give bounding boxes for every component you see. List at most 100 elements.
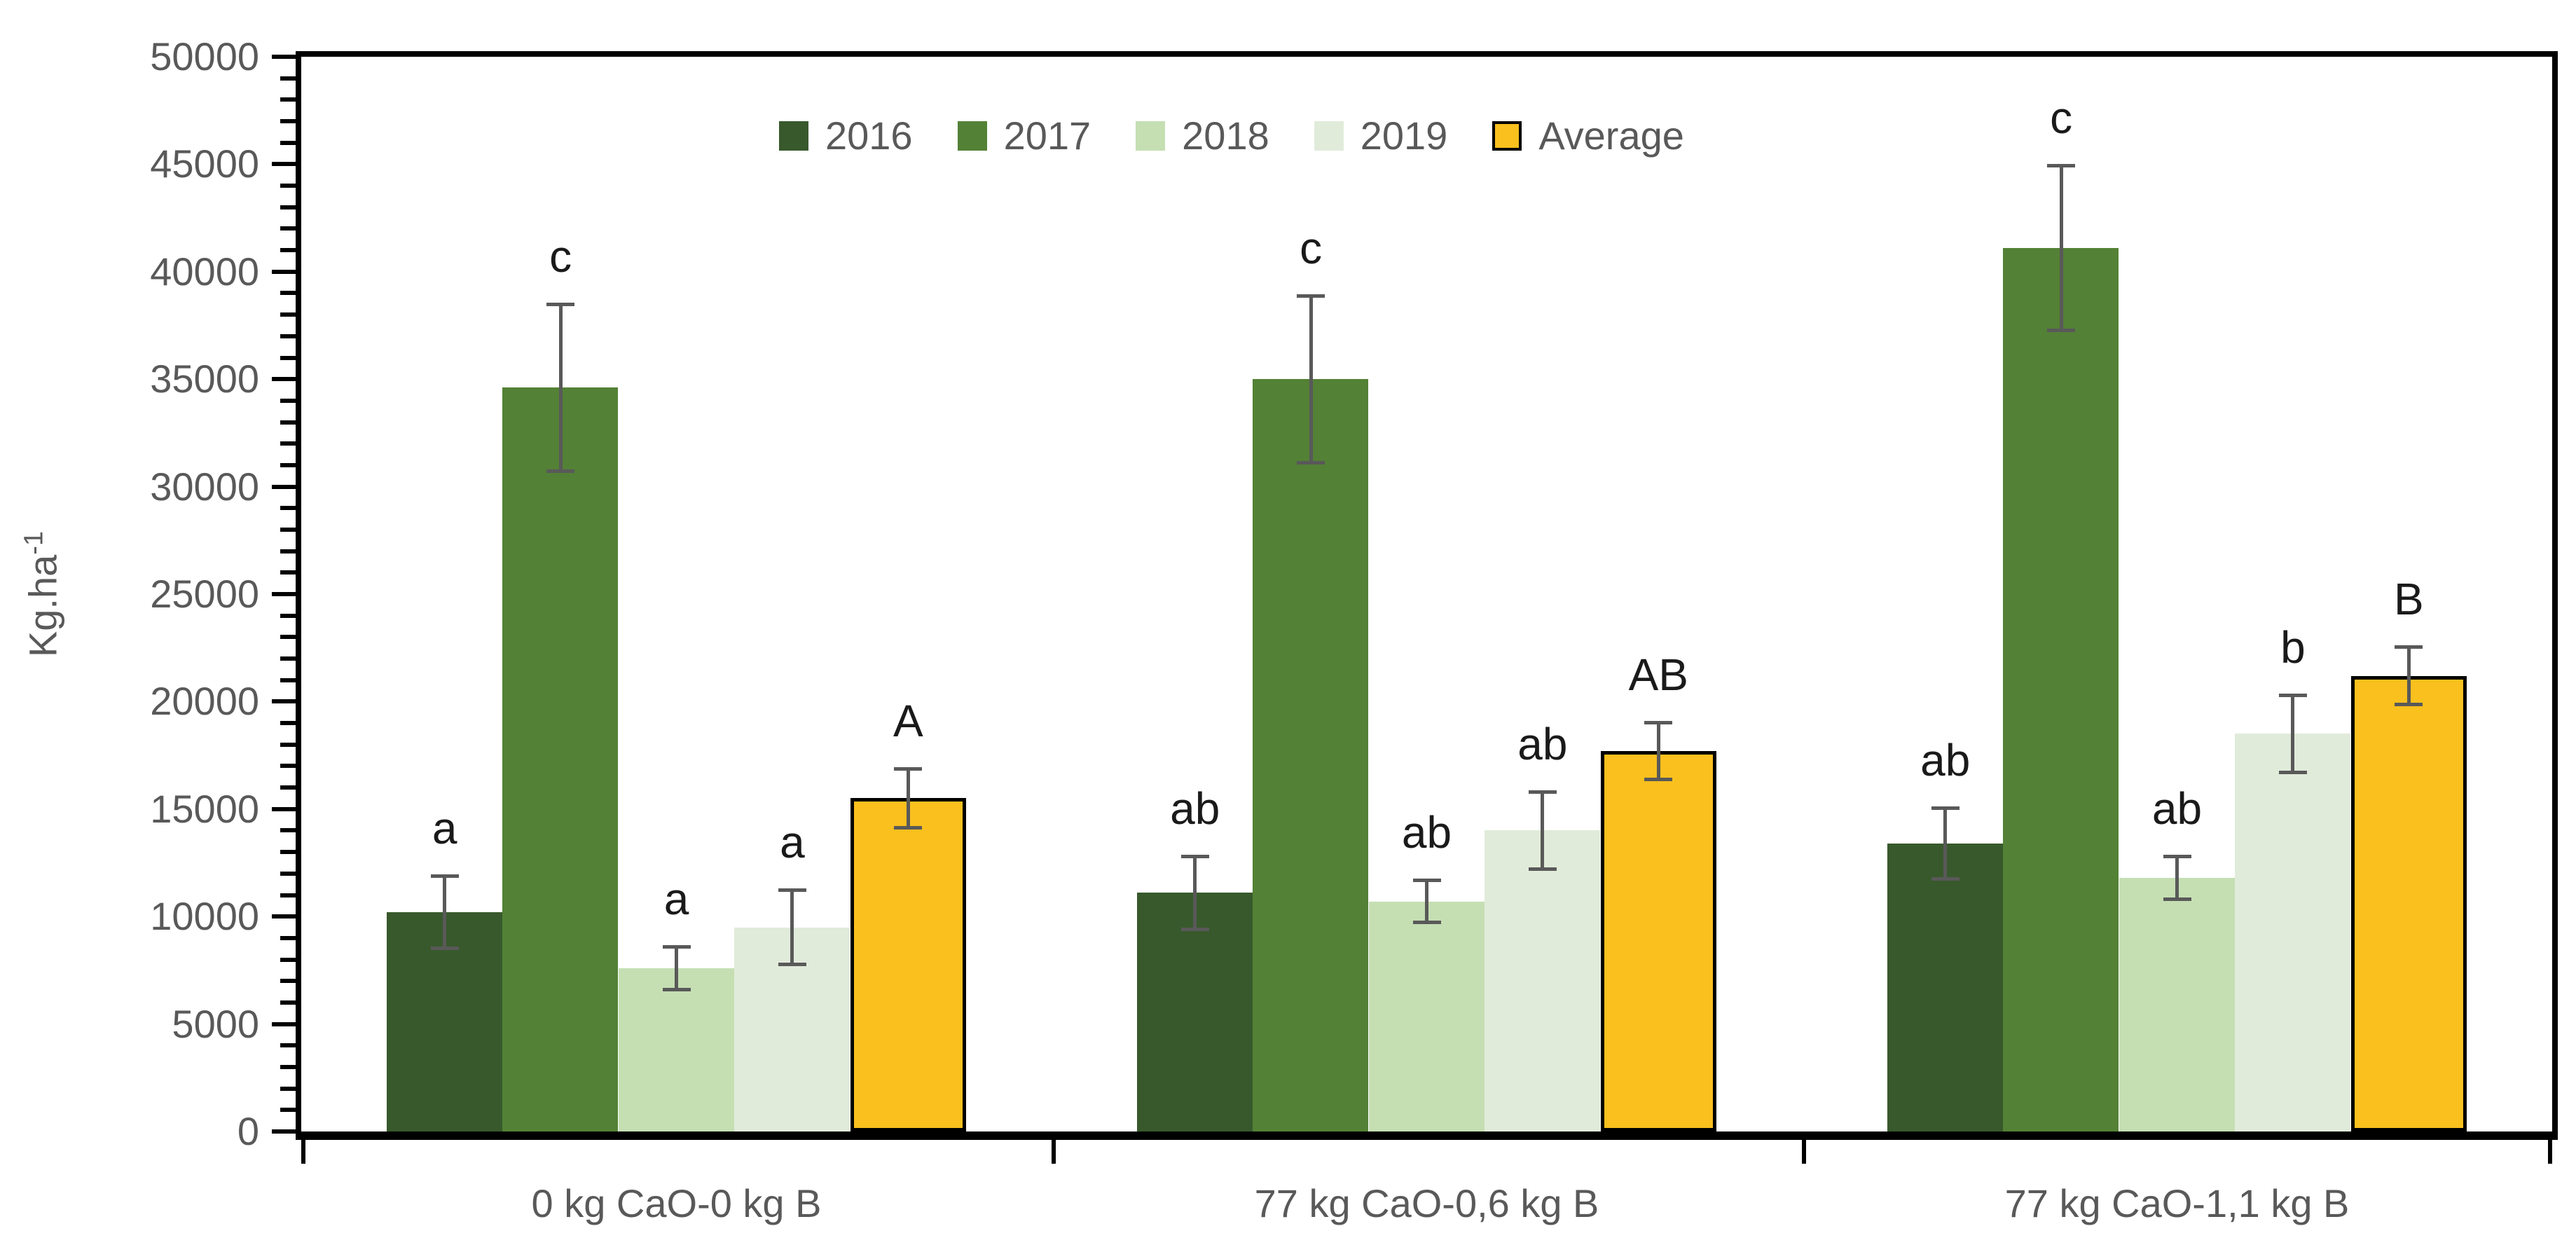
error-bar-top-cap (1412, 879, 1441, 883)
error-bar-top-cap (1297, 294, 1325, 298)
legend-label: 2019 (1360, 113, 1448, 158)
error-bar-bottom-cap (430, 947, 459, 951)
y-tick-label: 15000 (150, 786, 259, 831)
y-minor-tick (280, 312, 296, 317)
y-minor-tick (280, 140, 296, 145)
y-minor-tick (280, 119, 296, 124)
legend-item-2017: 2017 (957, 113, 1091, 158)
error-bar-bottom-cap (2395, 703, 2423, 706)
y-tick-label: 35000 (150, 357, 259, 401)
bar-2017-group1 (502, 387, 619, 1131)
y-minor-tick (280, 441, 296, 446)
bar-2018-group1 (618, 968, 734, 1131)
bar-2018-group3 (2119, 877, 2235, 1131)
error-bar-bottom-cap (1528, 867, 1557, 871)
sig-letter: c (549, 231, 572, 282)
legend-label: 2017 (1003, 113, 1091, 158)
bar-average-group3 (2350, 675, 2467, 1131)
error-bar-top-cap (2395, 645, 2423, 649)
y-minor-tick (280, 1000, 296, 1005)
y-minor-tick (280, 979, 296, 984)
error-bar-bottom-cap (546, 469, 575, 474)
legend-label: 2016 (825, 113, 913, 158)
bar-2016-group2 (1137, 893, 1253, 1131)
sig-letter: AB (1628, 649, 1688, 700)
error-bar (558, 303, 563, 472)
y-minor-tick (280, 291, 296, 296)
legend-swatch-icon (1314, 121, 1344, 151)
y-major-tick (272, 55, 296, 59)
error-bar (1425, 880, 1428, 923)
error-bar (1656, 722, 1660, 780)
y-tick-label: 0 (237, 1109, 259, 1153)
y-minor-tick (280, 549, 296, 553)
right-spine (2552, 57, 2558, 1131)
bar-2017-group2 (1253, 379, 1369, 1131)
bar-2019-group2 (1485, 830, 1601, 1131)
x-category-label: 77 kg CaO-1,1 kg B (2004, 1181, 2350, 1225)
sig-letter: B (2393, 574, 2424, 625)
top-spine (296, 51, 2558, 57)
y-minor-tick (280, 828, 296, 833)
y-minor-tick (280, 97, 296, 102)
y-tick-label: 40000 (150, 249, 259, 294)
error-bar-top-cap (546, 302, 575, 306)
x-boundary-tick (2548, 1131, 2552, 1164)
y-minor-tick (280, 957, 296, 962)
error-bar (1309, 295, 1313, 463)
y-minor-tick (280, 764, 296, 769)
error-bar (2291, 695, 2295, 773)
y-minor-tick (280, 656, 296, 661)
sig-letter: a (663, 874, 689, 925)
sig-letter: b (2280, 622, 2306, 673)
error-bar (675, 947, 678, 990)
error-bar (1541, 792, 1545, 869)
x-boundary-tick (1052, 1131, 1056, 1164)
y-minor-tick (280, 420, 296, 425)
error-bar (790, 889, 794, 965)
sig-letter: ab (2151, 783, 2203, 834)
bar-2018-group2 (1368, 901, 1485, 1131)
error-bar-bottom-cap (2047, 329, 2076, 333)
error-bar-top-cap (430, 874, 459, 878)
error-bar (1193, 856, 1197, 930)
y-minor-tick (280, 1064, 296, 1069)
legend-swatch-icon (1492, 121, 1522, 151)
y-minor-tick (280, 1086, 296, 1091)
error-bar (2059, 165, 2063, 331)
y-minor-tick (280, 226, 296, 231)
error-bar-bottom-cap (1644, 778, 1673, 782)
y-minor-tick (280, 677, 296, 682)
sig-letter: a (780, 816, 805, 867)
y-minor-tick (280, 785, 296, 790)
error-bar-top-cap (662, 945, 691, 949)
y-minor-tick (280, 570, 296, 575)
y-minor-tick (280, 462, 296, 467)
y-major-tick (272, 162, 296, 167)
y-minor-tick (280, 1108, 296, 1113)
y-minor-tick (280, 184, 296, 188)
error-bar (1943, 808, 1948, 879)
error-bar-top-cap (778, 888, 806, 892)
error-bar-bottom-cap (778, 963, 806, 967)
sig-letter: ab (1517, 719, 1568, 770)
error-bar-bottom-cap (662, 987, 691, 991)
error-bar (906, 768, 910, 829)
error-bar-bottom-cap (1412, 921, 1441, 925)
y-tick-label: 5000 (172, 1001, 259, 1046)
sig-letter: ab (1920, 735, 1971, 786)
x-category-label: 77 kg CaO-0,6 kg B (1254, 1181, 1599, 1225)
y-tick-label: 20000 (150, 679, 259, 724)
y-minor-tick (280, 935, 296, 940)
legend-swatch-icon (957, 121, 987, 151)
y-tick-label: 30000 (150, 464, 259, 509)
error-bar-top-cap (1931, 806, 1959, 811)
error-bar-bottom-cap (1297, 460, 1325, 465)
y-minor-tick (280, 398, 296, 403)
error-bar-bottom-cap (2163, 897, 2191, 901)
bar-2016-group3 (1887, 843, 2003, 1131)
legend-item-2019: 2019 (1314, 113, 1448, 158)
x-boundary-tick (1802, 1131, 1806, 1164)
legend-item-2018: 2018 (1136, 116, 1269, 156)
